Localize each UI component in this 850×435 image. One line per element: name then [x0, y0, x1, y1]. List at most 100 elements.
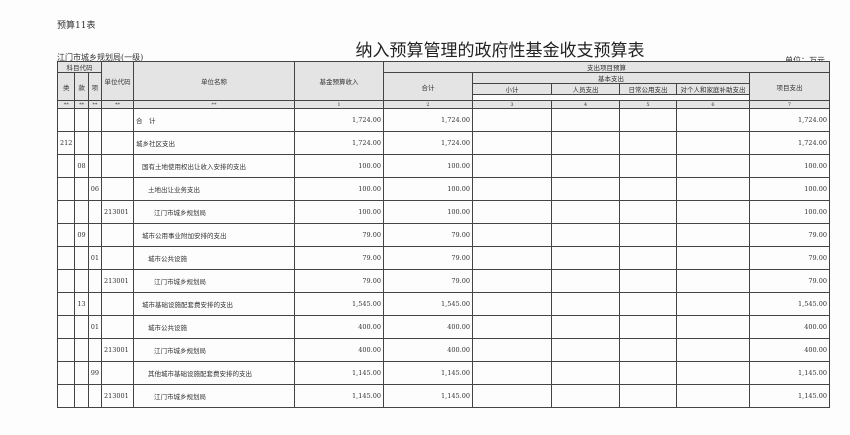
cell-project: 1,145.00	[748, 384, 830, 408]
cell-xiang	[87, 292, 102, 316]
cell-fund-income: 1,145.00	[293, 384, 384, 408]
cell-unit-code	[100, 246, 134, 270]
cell-personnel	[550, 177, 620, 201]
table-row: 09 城市公用事业附加安排的支出 79.00 79.00 79.00	[56, 223, 830, 247]
cell-unit-code	[100, 361, 134, 385]
cell-lei	[56, 292, 76, 316]
cell-lei	[56, 361, 76, 385]
cell-lei	[56, 246, 76, 270]
index-cell: 5	[618, 100, 677, 109]
cell-individual	[675, 361, 750, 385]
cell-unit-name: 城乡社区支出	[132, 131, 295, 155]
table-row: 213001 江门市城乡规划局 400.00 400.00 400.00	[56, 338, 830, 362]
table-row: 213001 江门市城乡规划局 79.00 79.00 79.00	[56, 269, 830, 293]
table-row: 08 国有土地使用权出让收入安排的支出 100.00 100.00 100.00	[56, 154, 830, 178]
cell-project: 79.00	[748, 269, 830, 293]
cell-daily	[618, 315, 677, 339]
cell-daily	[618, 338, 677, 362]
cell-unit-code	[100, 223, 134, 247]
index-cell: 1	[293, 100, 384, 109]
cell-subtotal	[471, 361, 552, 385]
cell-kuan	[74, 384, 89, 408]
cell-xiang	[87, 108, 102, 132]
header-daily: 日常公用支出	[618, 83, 677, 95]
cell-project: 1,545.00	[748, 292, 830, 316]
table-row: 212 城乡社区支出 1,724.00 1,724.00 1,724.00	[56, 131, 830, 155]
cell-fund-income: 1,724.00	[293, 131, 384, 155]
cell-xiang: 01	[87, 315, 102, 339]
cell-kuan: 13	[74, 292, 89, 316]
cell-subtotal	[471, 269, 552, 293]
cell-unit-name: 江门市城乡规划局	[132, 269, 295, 293]
cell-xiang: 01	[87, 246, 102, 270]
cell-lei	[56, 108, 76, 132]
index-cell: 6	[675, 100, 750, 109]
cell-project: 100.00	[748, 177, 830, 201]
cell-xiang	[87, 269, 102, 293]
cell-daily	[618, 154, 677, 178]
cell-project: 100.00	[748, 200, 830, 224]
cell-lei	[56, 223, 76, 247]
header-fund-income: 基金预算收入	[293, 61, 384, 101]
cell-total: 79.00	[382, 269, 473, 293]
cell-lei: 212	[56, 131, 76, 155]
cell-individual	[675, 384, 750, 408]
cell-individual	[675, 292, 750, 316]
header-kuan: 款	[74, 72, 89, 101]
cell-total: 100.00	[382, 154, 473, 178]
cell-subtotal	[471, 131, 552, 155]
cell-unit-code	[100, 108, 134, 132]
unit-label: 单位：万元	[785, 56, 825, 65]
cell-individual	[675, 108, 750, 132]
header-subject-code: 科目代码	[57, 61, 102, 73]
cell-personnel	[550, 269, 620, 293]
cell-unit-name: 江门市城乡规划局	[132, 200, 295, 224]
cell-fund-income: 1,145.00	[293, 361, 384, 385]
table-row: 99 其他城市基础设施配套费安排的支出 1,145.00 1,145.00 1,145.…	[56, 361, 830, 385]
index-cell: 2	[382, 100, 473, 109]
cell-personnel	[550, 361, 620, 385]
cell-fund-income: 400.00	[293, 338, 384, 362]
header-unit-code: 单位代码	[100, 61, 134, 101]
cell-individual	[675, 177, 750, 201]
cell-total: 1,545.00	[382, 292, 473, 316]
cell-personnel	[550, 338, 620, 362]
cell-xiang	[87, 154, 102, 178]
cell-kuan	[74, 131, 89, 155]
cell-kuan	[74, 338, 89, 362]
cell-unit-code	[100, 292, 134, 316]
cell-daily	[618, 361, 677, 385]
cell-kuan: 08	[74, 154, 89, 178]
cell-kuan	[74, 361, 89, 385]
cell-fund-income: 79.00	[293, 223, 384, 247]
cell-xiang	[87, 200, 102, 224]
cell-personnel	[550, 108, 620, 132]
cell-lei	[56, 384, 76, 408]
cell-unit-code	[100, 315, 134, 339]
table-row: 01 城市公共设施 79.00 79.00 79.00	[56, 246, 830, 270]
cell-unit-code	[100, 131, 134, 155]
cell-xiang	[87, 384, 102, 408]
index-cell: 4	[550, 100, 620, 109]
cell-total: 400.00	[382, 315, 473, 339]
index-cell: **	[87, 100, 102, 109]
header-subtotal: 小计	[471, 83, 552, 95]
header-individual: 对个人和家庭补助支出	[675, 83, 750, 95]
cell-total: 1,145.00	[382, 384, 473, 408]
cell-daily	[618, 384, 677, 408]
cell-total: 1,724.00	[382, 108, 473, 132]
cell-unit-name: 土地出让业务支出	[132, 177, 295, 201]
cell-unit-name: 城市公共设施	[132, 315, 295, 339]
cell-kuan	[74, 269, 89, 293]
cell-project: 1,724.00	[748, 131, 830, 155]
cell-daily	[618, 108, 677, 132]
cell-individual	[675, 131, 750, 155]
header-lei: 类	[56, 72, 76, 101]
cell-unit-code: 213001	[100, 269, 134, 293]
cell-unit-name: 江门市城乡规划局	[132, 384, 295, 408]
cell-individual	[675, 315, 750, 339]
cell-xiang: 06	[87, 177, 102, 201]
header-basic: 基本支出	[471, 72, 750, 84]
cell-total: 1,724.00	[382, 131, 473, 155]
cell-total: 100.00	[382, 177, 473, 201]
